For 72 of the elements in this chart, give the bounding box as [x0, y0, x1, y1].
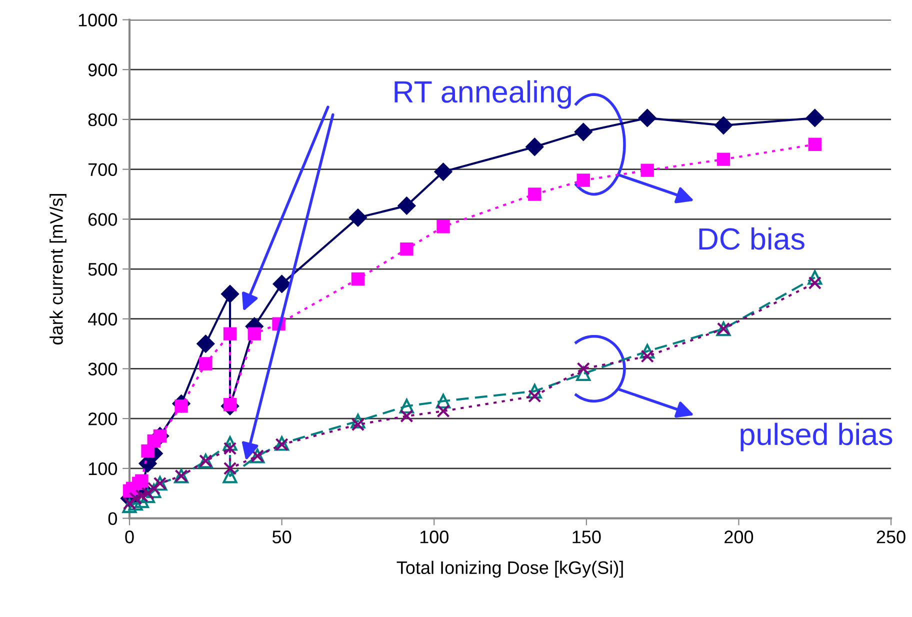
point — [436, 404, 450, 418]
x-tick-label: 50 — [272, 530, 292, 544]
point — [135, 474, 148, 488]
y-tick-label: 600 — [88, 213, 117, 226]
point — [140, 488, 156, 504]
point — [196, 334, 215, 353]
y-tick-label: 800 — [88, 113, 117, 126]
point — [400, 242, 414, 256]
point — [808, 270, 822, 285]
x-tick-label: 250 — [876, 530, 906, 544]
x-tick-label: 200 — [724, 530, 754, 544]
point — [527, 384, 542, 398]
point — [134, 494, 149, 508]
y-tick-label: 0 — [108, 512, 117, 525]
y-tick-label: 300 — [88, 362, 117, 376]
y-tick-label: 200 — [88, 412, 117, 426]
point — [135, 489, 148, 502]
x-tick-label: 100 — [420, 530, 448, 544]
point — [640, 350, 654, 363]
y-axis-title: dark current [mV/s] — [50, 194, 66, 345]
point — [528, 188, 542, 201]
point — [808, 276, 822, 290]
point — [640, 164, 654, 177]
y-tick-label: 900 — [88, 64, 117, 76]
point — [222, 468, 238, 484]
point — [122, 496, 136, 510]
point — [141, 486, 154, 500]
point — [574, 123, 592, 141]
point — [223, 442, 237, 456]
y-tick-label: 400 — [88, 312, 117, 326]
point — [223, 327, 237, 340]
point — [398, 196, 416, 215]
x-axis-title: Total Ionizing Dose [kGy(Si)] — [396, 560, 623, 578]
x-tick-label: 150 — [572, 530, 601, 544]
point — [638, 109, 656, 127]
y-tick-label: 500 — [88, 262, 117, 276]
x-tick-label: 0 — [125, 530, 134, 544]
point — [808, 138, 822, 151]
point — [806, 109, 824, 127]
annotation: RT annealing — [394, 80, 571, 109]
point — [436, 394, 451, 408]
point — [714, 116, 732, 134]
point — [122, 498, 137, 514]
y-tick-label: 100 — [88, 462, 117, 476]
y-tick-label: 1000 — [78, 14, 117, 26]
point — [640, 344, 655, 359]
point — [351, 272, 365, 286]
point — [716, 152, 730, 166]
point — [222, 436, 238, 451]
point — [223, 462, 237, 476]
point — [349, 208, 367, 227]
point — [399, 398, 414, 414]
point — [272, 275, 291, 293]
point — [528, 390, 542, 403]
point — [141, 444, 154, 458]
annotation: pulsed bias — [740, 422, 892, 452]
annotation: DC bias — [699, 227, 804, 250]
point — [128, 492, 142, 505]
point — [576, 362, 590, 376]
point — [199, 357, 212, 370]
point — [576, 174, 590, 187]
point — [128, 496, 143, 511]
point — [350, 414, 366, 428]
point — [576, 366, 591, 381]
point — [351, 418, 365, 432]
point — [526, 138, 544, 156]
point — [248, 327, 261, 340]
point — [434, 162, 452, 181]
y-tick-label: 700 — [88, 163, 117, 176]
point — [436, 220, 450, 234]
point — [400, 409, 414, 423]
point — [221, 285, 239, 303]
